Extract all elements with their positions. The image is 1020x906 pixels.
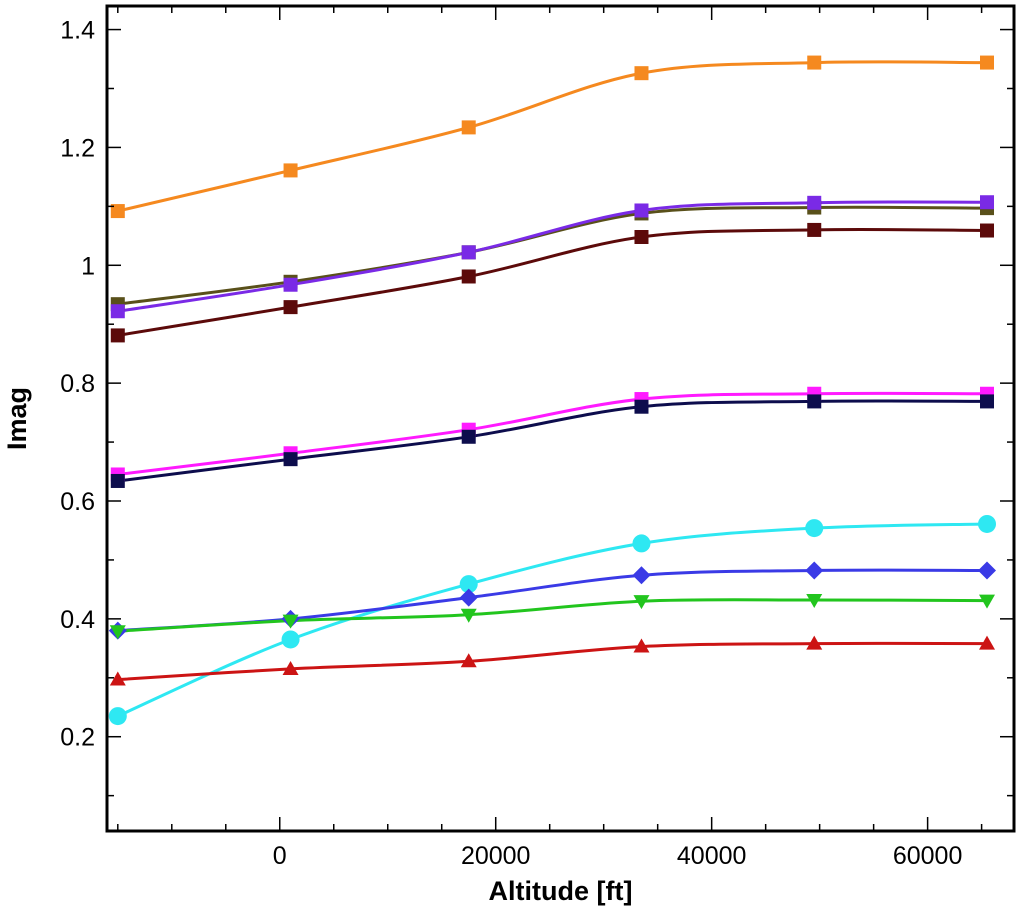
data-point-series-6 xyxy=(634,399,649,414)
data-point-series-9 xyxy=(806,594,823,608)
data-point-series-3 xyxy=(634,203,649,218)
data-point-series-7 xyxy=(978,514,997,533)
data-point-series-4 xyxy=(283,300,298,315)
x-tick-label: 40000 xyxy=(677,842,747,870)
data-point-series-7 xyxy=(108,707,127,726)
y-tick-label: 0.4 xyxy=(60,606,95,634)
data-point-series-9 xyxy=(282,614,299,629)
data-point-series-3 xyxy=(807,195,822,210)
data-point-series-4 xyxy=(980,223,995,238)
tick-layer xyxy=(107,6,1014,831)
y-tick-label: 1.2 xyxy=(60,134,95,162)
data-point-series-10 xyxy=(282,660,299,675)
y-tick-label: 0.2 xyxy=(60,724,95,752)
data-point-series-7 xyxy=(459,575,478,594)
y-tick-label: 0.6 xyxy=(60,488,95,516)
data-point-series-7 xyxy=(632,534,651,553)
data-point-series-6 xyxy=(980,394,995,409)
series-line-6 xyxy=(117,399,988,483)
data-point-series-6 xyxy=(461,429,476,444)
y-tick-label: 0.8 xyxy=(60,370,95,398)
data-point-series-10 xyxy=(633,638,650,653)
y-tick-label: 1.4 xyxy=(60,17,95,45)
data-point-series-6 xyxy=(110,473,125,488)
data-point-series-9 xyxy=(460,608,477,623)
data-point-series-9 xyxy=(633,595,650,610)
data-point-series-10 xyxy=(979,635,996,650)
data-point-series-3 xyxy=(461,245,476,260)
data-point-series-7 xyxy=(281,630,300,649)
data-point-series-3 xyxy=(110,304,125,319)
data-point-series-1 xyxy=(634,66,649,81)
data-point-series-10 xyxy=(460,653,477,668)
data-point-series-1 xyxy=(461,120,476,135)
data-point-series-3 xyxy=(283,277,298,292)
data-point-series-8 xyxy=(805,561,824,580)
data-point-series-8 xyxy=(632,566,651,585)
series-line-5 xyxy=(117,391,988,476)
series-line-10 xyxy=(117,641,988,682)
x-tick-label: 20000 xyxy=(461,842,531,870)
data-point-series-7 xyxy=(805,519,824,538)
data-point-series-10 xyxy=(806,635,823,650)
series-layer xyxy=(117,60,988,718)
data-point-series-10 xyxy=(109,671,126,686)
data-point-series-8 xyxy=(978,561,997,580)
series-line-9 xyxy=(117,598,988,633)
data-point-series-9 xyxy=(979,594,996,609)
marker-layer xyxy=(108,55,997,726)
data-point-series-4 xyxy=(110,328,125,343)
series-line-4 xyxy=(117,228,988,337)
data-point-series-4 xyxy=(461,269,476,284)
data-point-series-8 xyxy=(459,588,478,607)
x-tick-label: 0 xyxy=(273,842,287,870)
data-point-series-1 xyxy=(807,55,822,70)
series-line-3 xyxy=(117,200,988,313)
plot-frame xyxy=(105,4,1016,833)
data-point-series-6 xyxy=(807,394,822,409)
data-point-series-9 xyxy=(109,625,126,640)
data-point-series-4 xyxy=(807,222,822,237)
data-point-series-1 xyxy=(980,55,995,70)
series-line-7 xyxy=(117,522,988,718)
y-axis-title: Imag xyxy=(2,387,32,450)
y-tick-label: 1 xyxy=(81,252,95,280)
x-axis-title: Altitude [ft] xyxy=(489,876,633,906)
data-point-series-6 xyxy=(283,452,298,467)
series-line-1 xyxy=(117,60,988,213)
data-point-series-4 xyxy=(634,230,649,244)
tick-label-layer: 0 20000 40000 60000 0.2 0.4 0.6 0.8 1 1.2 1.4 xyxy=(60,17,962,870)
x-tick-label: 60000 xyxy=(893,842,963,870)
data-point-series-1 xyxy=(110,204,125,219)
data-point-series-3 xyxy=(980,195,995,210)
data-point-series-1 xyxy=(283,163,298,178)
